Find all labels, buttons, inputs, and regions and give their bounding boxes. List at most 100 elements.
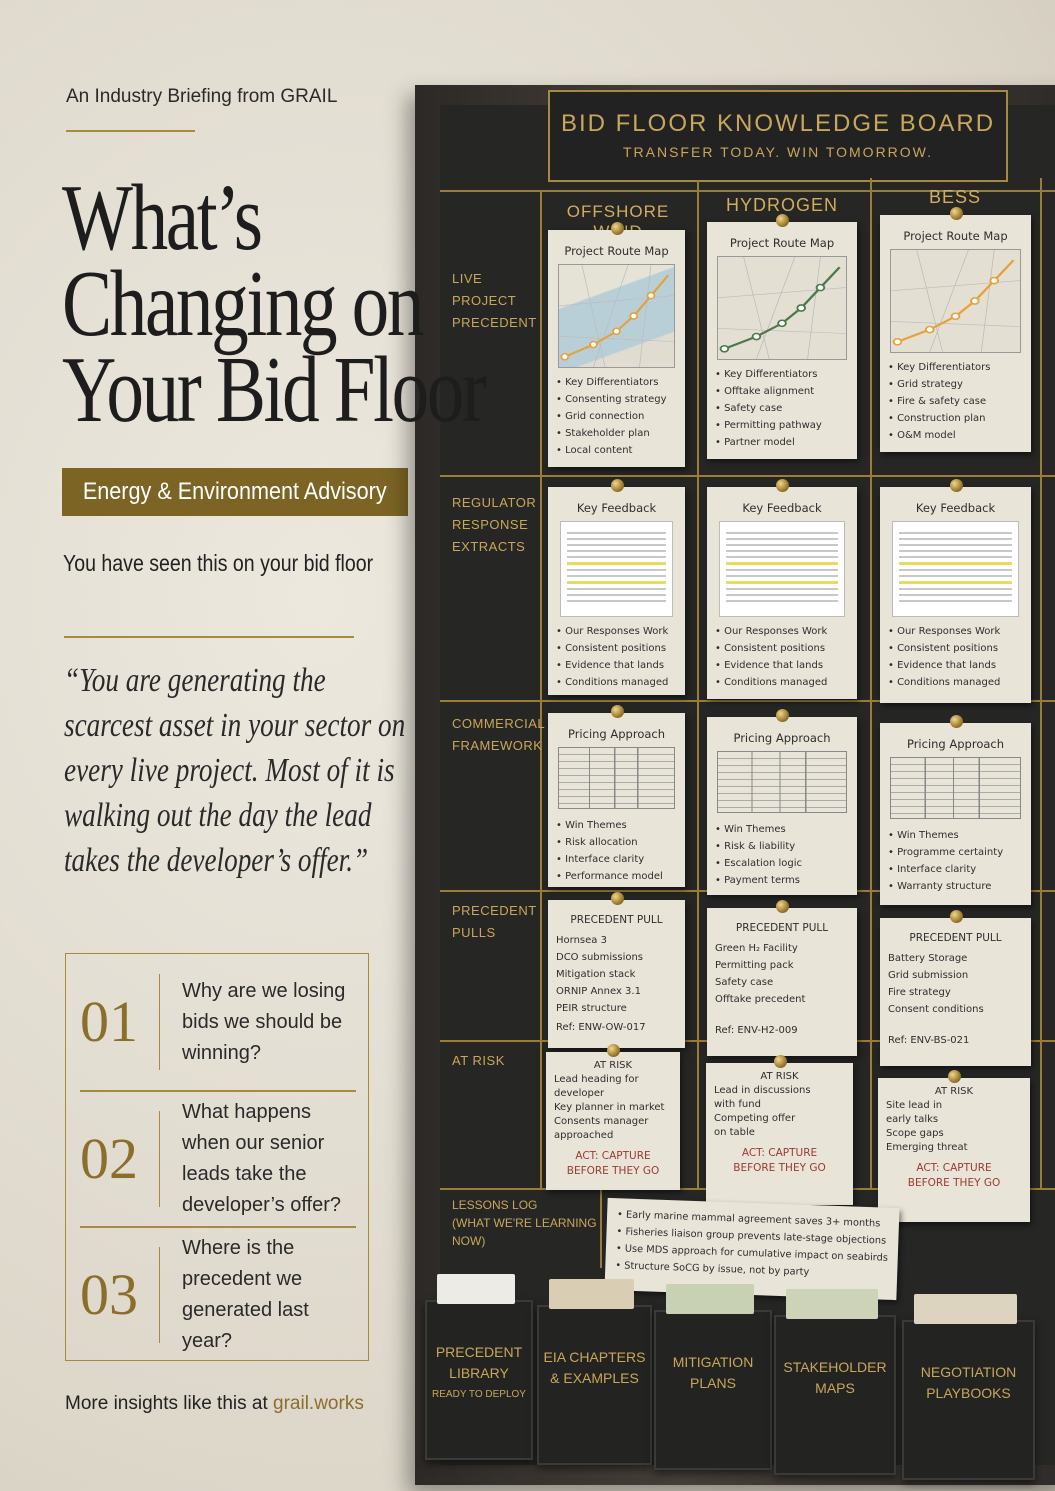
bin-papers: [437, 1274, 515, 1304]
card-line: • Evidence that lands: [715, 660, 824, 671]
card-line: • Offtake alignment: [715, 386, 815, 397]
pushpin-icon: [949, 910, 963, 923]
headline-line: Changing on: [62, 252, 424, 356]
action-callout: ACT: CAPTURE BEFORE THEY GO: [907, 1162, 1001, 1189]
card-line: • Grid strategy: [888, 379, 963, 390]
card-title: Key Feedback: [742, 501, 822, 515]
card-line: early talks: [886, 1114, 939, 1125]
card-line: • Conditions managed: [888, 677, 1001, 688]
card-line: • Consenting strategy: [556, 394, 667, 405]
grid-line: [440, 475, 1055, 477]
at-risk-card: AT RISK Site lead in early talks Scope gaps…: [878, 1070, 1030, 1222]
card-line: • Warranty structure: [888, 881, 992, 892]
doc-line: [899, 538, 1012, 540]
card-line: Safety case: [715, 977, 774, 988]
resource-bin[interactable]: EIA CHAPTERS & EXAMPLES: [537, 1279, 652, 1465]
pushpin-icon: [607, 1044, 620, 1057]
card-title: Pricing Approach: [733, 731, 831, 745]
feedback-document: [719, 521, 845, 617]
card-line: • Our Responses Work: [556, 626, 669, 637]
card-line: • Risk & liability: [715, 841, 796, 852]
board-plaque: BID FLOOR KNOWLEDGE BOARD TRANSFER TODAY…: [548, 90, 1008, 182]
doc-line: [726, 550, 838, 552]
bin-label: MITIGATION PLANS: [672, 1354, 754, 1391]
card-line: • Grid connection: [556, 411, 645, 422]
doc-line: [567, 569, 666, 571]
card-title: AT RISK: [593, 1060, 633, 1071]
card-line: DCO submissions: [556, 952, 644, 963]
card-line: • Stakeholder plan: [556, 428, 650, 439]
resource-bin[interactable]: NEGOTIATION PLAYBOOKS: [902, 1294, 1035, 1480]
doc-line: [726, 600, 838, 602]
card-line: Scope gaps: [886, 1128, 944, 1139]
card-line: with fund: [714, 1099, 761, 1110]
card-line: Battery Storage: [888, 953, 968, 964]
card-title: Project Route Map: [729, 236, 835, 250]
route-map: [558, 264, 675, 368]
card-line: • Consistent positions: [556, 643, 667, 654]
footer-text: More insights like this at: [65, 1393, 274, 1414]
card-line: • Evidence that lands: [556, 660, 665, 671]
doc-line: [899, 532, 1012, 534]
card-line: • Our Responses Work: [888, 626, 1001, 637]
card-title: AT RISK: [760, 1071, 799, 1082]
doc-line: [726, 562, 838, 565]
precedent-card: PRECEDENT PULL Battery Storage Grid submis…: [880, 910, 1031, 1066]
doc-line: [899, 600, 1012, 602]
website-link[interactable]: grail.works: [273, 1393, 364, 1414]
row-label: LESSONS LOG (WHAT WE'RE LEARNING NOW): [452, 1198, 597, 1248]
route-map: [717, 256, 847, 360]
doc-line: [899, 544, 1012, 546]
doc-line: [899, 556, 1012, 558]
bin-label: STAKEHOLDER MAPS: [783, 1359, 887, 1396]
card-line: • Win Themes: [715, 824, 786, 835]
card-title: Project Route Map: [564, 244, 669, 258]
card-line: • Consistent positions: [715, 643, 826, 654]
card-line: • Interface clarity: [556, 854, 645, 865]
card-line: • Safety case: [715, 403, 783, 414]
resource-bin[interactable]: MITIGATION PLANS: [654, 1284, 772, 1470]
card-line: • Programme certainty: [888, 847, 1004, 858]
grid-line: [697, 180, 699, 1190]
pushpin-icon: [948, 1070, 961, 1083]
card-line: • Conditions managed: [556, 677, 669, 688]
card-title: AT RISK: [934, 1086, 974, 1097]
feedback-document: [560, 521, 673, 617]
question-item: 01 Why are we losing bids we should be wi…: [80, 954, 356, 1090]
card-line: • Construction plan: [888, 413, 986, 424]
bin-papers: [666, 1284, 754, 1314]
pushpin-icon: [773, 1055, 787, 1068]
card-line: PEIR structure: [556, 1003, 627, 1014]
column-header: HYDROGEN: [725, 195, 838, 215]
divider: [66, 130, 195, 132]
grid-line: [440, 700, 1055, 702]
doc-line: [567, 532, 666, 534]
doc-line: [726, 594, 838, 596]
pricing-table: [890, 757, 1021, 819]
card-line: developer: [554, 1088, 605, 1099]
resource-bin[interactable]: PRECEDENT LIBRARY READY TO DEPLOY: [425, 1274, 533, 1460]
action-callout: ACT: CAPTURE BEFORE THEY GO: [566, 1150, 660, 1177]
card-line: Lead heading for: [554, 1074, 639, 1085]
card-title: Pricing Approach: [906, 737, 1005, 751]
doc-line: [899, 588, 1012, 590]
card-line: • Evidence that lands: [888, 660, 997, 671]
card-line: • Interface clarity: [888, 864, 977, 875]
footer: More insights like this at grail.works: [65, 1393, 364, 1415]
resource-bin[interactable]: STAKEHOLDER MAPS: [774, 1289, 896, 1475]
doc-line: [567, 594, 666, 596]
grid-line: [440, 190, 1055, 192]
questions-box: 01 Why are we losing bids we should be wi…: [65, 953, 369, 1361]
doc-line: [899, 575, 1012, 577]
card-line: Green H₂ Facility: [715, 943, 798, 954]
doc-line: [726, 556, 838, 558]
action-callout: ACT: CAPTURE BEFORE THEY GO: [733, 1147, 826, 1174]
card-title: Key Feedback: [915, 501, 996, 515]
card-line: • Payment terms: [715, 875, 800, 886]
route-line: [558, 264, 675, 368]
card-line: • Partner model: [715, 437, 795, 448]
card-line: Lead in discussions: [714, 1085, 811, 1096]
card-line: Consent conditions: [888, 1004, 984, 1015]
card-line: • Key Differentiators: [556, 377, 659, 388]
board-title: BID FLOOR KNOWLEDGE BOARD: [560, 110, 996, 137]
